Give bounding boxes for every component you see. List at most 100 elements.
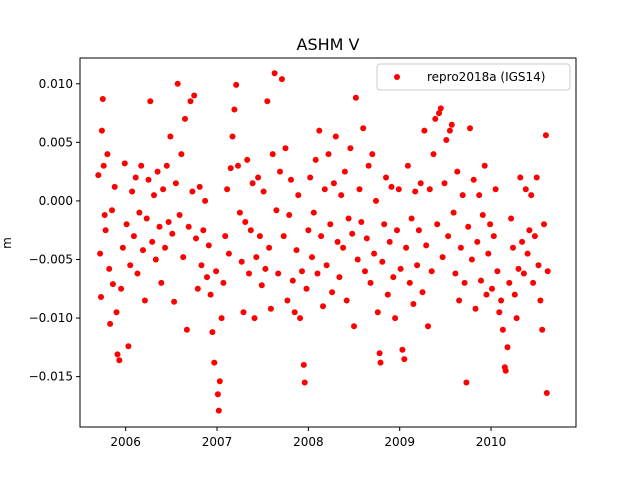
y-tick-label: 0.000 xyxy=(39,194,73,208)
data-points xyxy=(95,70,551,414)
data-point xyxy=(443,137,450,143)
data-point xyxy=(543,390,550,396)
data-point xyxy=(334,238,341,245)
data-point xyxy=(401,356,408,363)
data-point xyxy=(454,168,461,175)
data-point xyxy=(318,233,325,240)
data-point xyxy=(351,323,357,330)
data-point xyxy=(167,133,174,140)
data-point xyxy=(129,188,136,195)
data-point xyxy=(299,268,305,275)
data-point xyxy=(468,256,475,263)
data-point xyxy=(211,359,218,366)
data-point xyxy=(499,326,506,333)
data-point xyxy=(280,233,287,240)
data-point xyxy=(437,105,444,112)
data-point xyxy=(381,221,388,228)
data-point xyxy=(225,250,232,257)
data-point xyxy=(154,168,161,175)
data-point xyxy=(187,98,194,105)
legend-label: repro2018a (IGS14) xyxy=(427,70,545,84)
data-point xyxy=(388,183,395,190)
data-point xyxy=(517,174,524,181)
data-point xyxy=(392,315,399,322)
data-point xyxy=(310,209,317,216)
data-point xyxy=(215,407,222,414)
data-point xyxy=(106,265,113,272)
y-tick-label: 0.005 xyxy=(39,135,73,149)
data-point xyxy=(428,268,435,275)
data-point xyxy=(282,145,289,152)
data-point xyxy=(224,186,231,193)
x-tick-label: 2010 xyxy=(476,435,507,449)
data-point xyxy=(222,233,229,240)
data-point xyxy=(289,277,296,284)
y-tick-label: −0.010 xyxy=(29,311,73,325)
data-point xyxy=(408,215,415,222)
data-point xyxy=(136,209,143,216)
data-point xyxy=(379,258,386,265)
data-point xyxy=(362,268,368,275)
data-point xyxy=(238,258,245,265)
data-point xyxy=(338,192,345,199)
plot-frame xyxy=(79,57,577,428)
legend-marker xyxy=(394,74,400,80)
data-point xyxy=(116,357,123,364)
data-point xyxy=(496,309,503,316)
data-point xyxy=(329,289,336,296)
data-point xyxy=(247,227,254,234)
data-point xyxy=(448,121,455,128)
data-point xyxy=(498,297,505,304)
data-point xyxy=(291,309,298,316)
data-point xyxy=(216,378,223,385)
chart-title: ASHM V xyxy=(297,35,360,54)
data-point xyxy=(194,285,201,292)
data-point xyxy=(251,315,258,322)
data-point xyxy=(450,209,457,216)
data-point xyxy=(414,262,421,269)
data-point xyxy=(309,254,315,261)
data-point xyxy=(314,270,321,277)
data-point xyxy=(479,212,486,218)
data-point xyxy=(421,127,428,134)
y-tick-label: −0.005 xyxy=(29,252,73,266)
data-point xyxy=(202,197,209,204)
data-point xyxy=(531,233,538,240)
data-point xyxy=(485,250,492,257)
data-point xyxy=(384,291,391,298)
data-point xyxy=(487,221,494,228)
data-point xyxy=(465,223,472,230)
data-point xyxy=(345,215,352,222)
data-point xyxy=(143,215,150,222)
data-point xyxy=(490,233,497,240)
data-point xyxy=(151,192,157,199)
data-point xyxy=(472,305,479,312)
data-point xyxy=(278,76,285,83)
data-point xyxy=(502,367,509,374)
data-point xyxy=(386,238,393,245)
data-point xyxy=(171,298,178,305)
legend-box xyxy=(376,63,571,91)
data-point xyxy=(426,186,433,193)
data-point xyxy=(358,219,365,225)
data-point xyxy=(397,265,404,272)
data-point xyxy=(457,244,464,251)
data-point xyxy=(383,174,389,181)
data-point xyxy=(236,209,243,216)
data-point xyxy=(441,180,448,187)
data-point xyxy=(332,133,339,140)
data-point xyxy=(269,151,276,158)
data-point xyxy=(542,132,549,139)
data-point xyxy=(535,262,542,269)
data-point xyxy=(196,183,203,190)
data-point xyxy=(417,180,424,187)
data-point xyxy=(288,176,294,183)
data-point xyxy=(446,127,453,134)
data-point xyxy=(271,70,278,77)
data-point xyxy=(149,238,156,245)
data-point xyxy=(244,156,251,163)
x-tick-label: 2008 xyxy=(293,435,324,449)
data-point xyxy=(528,192,535,199)
data-point xyxy=(439,254,446,261)
data-point xyxy=(305,227,312,234)
